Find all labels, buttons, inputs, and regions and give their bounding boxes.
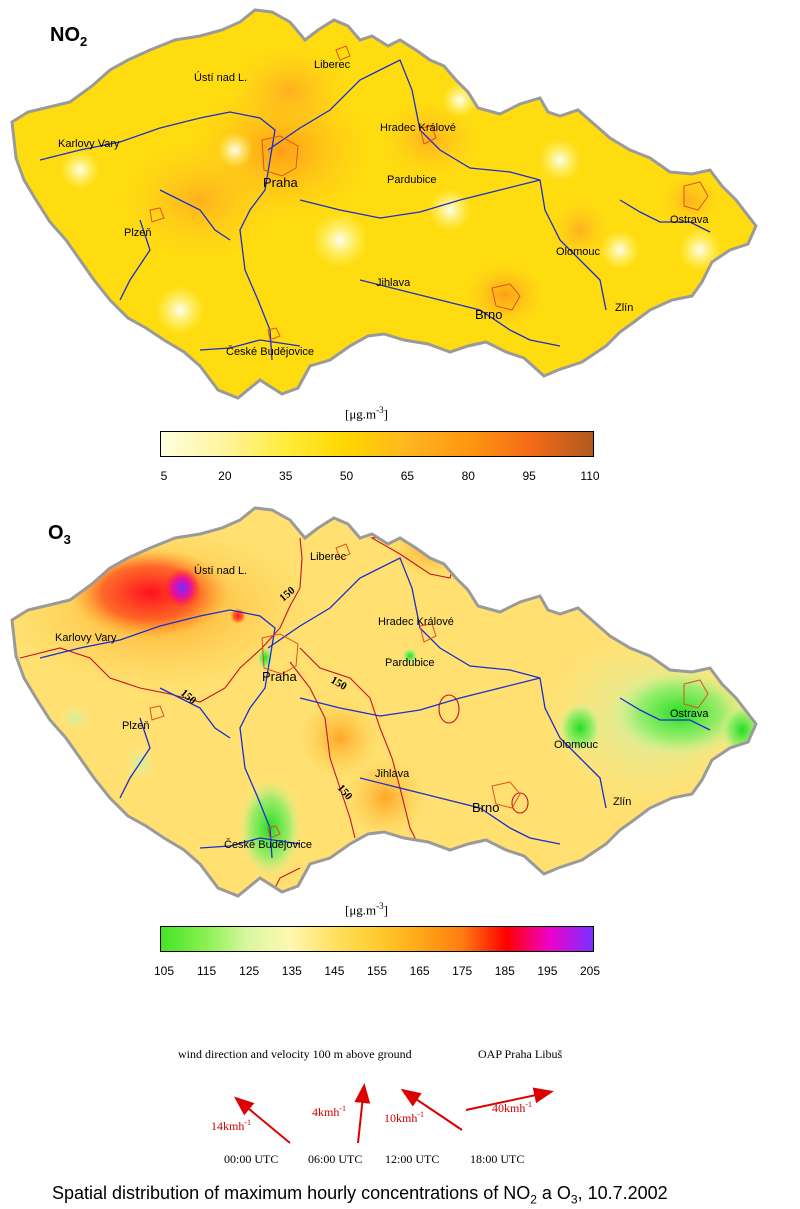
wind-time-1800: 18:00 UTC bbox=[470, 1152, 525, 1166]
city-praha: Praha bbox=[263, 175, 298, 190]
scale-tick-label: 5 bbox=[160, 469, 168, 483]
city-ceske-budejovice: České Budějovice bbox=[226, 345, 314, 358]
city-zlin: Zlín bbox=[613, 796, 631, 808]
o3-unit-label: [μg.m-3] bbox=[345, 901, 389, 918]
scale-tick-label: 80 bbox=[461, 469, 475, 483]
city-plzen: Plzeň bbox=[124, 227, 152, 239]
scale-tick-label: 185 bbox=[494, 964, 515, 978]
wind-arrows bbox=[233, 1083, 554, 1144]
wind-arrow-0600 bbox=[354, 1083, 371, 1144]
no2-map: Ústí nad L. Liberec Karlovy Vary Hradec … bbox=[10, 8, 758, 400]
city-karlovy-vary: Karlovy Vary bbox=[58, 138, 120, 150]
city-pardubice: Pardubice bbox=[385, 657, 435, 669]
no2-unit-label: [μg.m-3] bbox=[345, 405, 389, 422]
scale-tick-label: 110 bbox=[580, 469, 600, 483]
city-jihlava: Jihlava bbox=[376, 277, 411, 289]
city-hradec: Hradec Králové bbox=[380, 122, 456, 134]
scale-tick-label: 135 bbox=[281, 964, 302, 978]
scale-tick-label: 155 bbox=[366, 964, 388, 978]
scale-tick-label: 95 bbox=[522, 469, 536, 483]
scale-tick-label: 20 bbox=[218, 469, 232, 483]
city-olomouc: Olomouc bbox=[554, 739, 599, 751]
city-usti: Ústí nad L. bbox=[194, 564, 247, 577]
scale-tick-label: 165 bbox=[409, 964, 430, 978]
o3-map: 150 150 150 150 Ústí nad L. Liberec Karl… bbox=[10, 506, 758, 898]
scale-tick-label: 205 bbox=[579, 964, 601, 978]
city-brno: Brno bbox=[472, 800, 499, 815]
scale-tick-label: 125 bbox=[239, 964, 260, 978]
wind-station: OAP Praha Libuš bbox=[478, 1047, 563, 1061]
wind-time-1200: 12:00 UTC bbox=[385, 1152, 440, 1166]
city-jihlava: Jihlava bbox=[375, 768, 410, 780]
city-liberec: Liberec bbox=[314, 59, 351, 71]
no2-country-border bbox=[10, 8, 758, 400]
city-usti: Ústí nad L. bbox=[194, 71, 247, 84]
scale-tick-label: 115 bbox=[197, 964, 217, 978]
no2-map-title: NO2 bbox=[50, 24, 88, 49]
no2-scale-ticks: 5 20 35 50 65 80 95 110 bbox=[0, 469, 800, 487]
scale-tick-label: 35 bbox=[279, 469, 293, 483]
city-zlin: Zlín bbox=[615, 302, 633, 314]
city-plzen: Plzeň bbox=[122, 720, 150, 732]
wind-label-0600: 4kmh-1 bbox=[312, 1104, 347, 1119]
scale-tick-label: 50 bbox=[339, 469, 354, 483]
wind-time-0600: 06:00 UTC bbox=[308, 1152, 363, 1166]
scale-tick-label: 195 bbox=[537, 964, 558, 978]
wind-arrow-1200 bbox=[400, 1088, 463, 1131]
no2-color-scale bbox=[160, 431, 594, 457]
city-praha: Praha bbox=[262, 669, 297, 684]
wind-label-1200: 10kmh-1 bbox=[384, 1110, 425, 1125]
city-hradec: Hradec Králové bbox=[378, 616, 454, 628]
wind-label-1800: 40kmh-1 bbox=[492, 1100, 533, 1115]
city-brno: Brno bbox=[475, 307, 502, 322]
wind-caption: wind direction and velocity 100 m above … bbox=[178, 1047, 412, 1061]
city-liberec: Liberec bbox=[310, 551, 347, 563]
o3-color-scale bbox=[160, 926, 594, 952]
figure-caption: Spatial distribution of maximum hourly c… bbox=[52, 1183, 668, 1207]
city-ostrava: Ostrava bbox=[670, 708, 709, 720]
wind-time-0000: 00:00 UTC bbox=[224, 1152, 279, 1166]
wind-arrow-1800 bbox=[465, 1087, 554, 1111]
wind-label-0000: 14kmh-1 bbox=[211, 1118, 252, 1133]
city-ceske-budejovice: České Budějovice bbox=[224, 838, 312, 851]
scale-tick-label: 145 bbox=[324, 964, 345, 978]
scale-tick-label: 105 bbox=[153, 964, 175, 978]
o3-map-title: O3 bbox=[48, 522, 71, 547]
scale-tick-label: 65 bbox=[400, 469, 415, 483]
wind-arrow-0000 bbox=[233, 1096, 291, 1144]
city-olomouc: Olomouc bbox=[556, 246, 601, 258]
o3-country-border bbox=[10, 506, 758, 898]
city-pardubice: Pardubice bbox=[387, 174, 437, 186]
o3-scale-ticks: 105 115 125 135 145 155 165 175 185 195 205 bbox=[0, 964, 800, 982]
city-ostrava: Ostrava bbox=[670, 214, 709, 226]
scale-tick-label: 175 bbox=[452, 964, 473, 978]
city-karlovy-vary: Karlovy Vary bbox=[55, 632, 117, 644]
